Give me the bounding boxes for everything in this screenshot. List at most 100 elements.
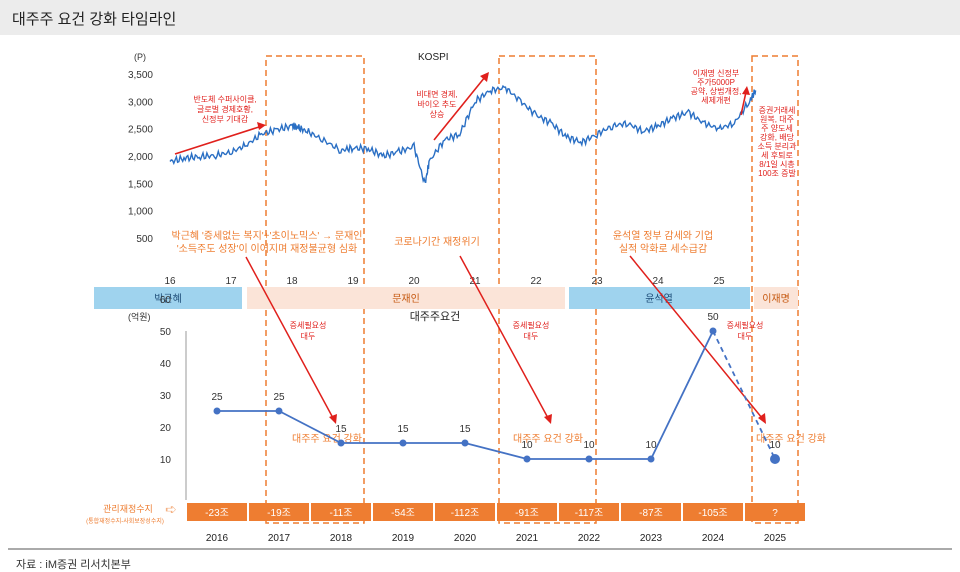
annotation-text: 증권거래세 bbox=[759, 105, 796, 115]
year-label: 2017 bbox=[268, 533, 291, 544]
trend-arrow-3 bbox=[740, 91, 747, 116]
annotation-text: 신정부 기대감 bbox=[202, 114, 249, 124]
kospi-line bbox=[169, 84, 757, 184]
fiscal-value: -105조 bbox=[698, 508, 727, 519]
kospi-x-tick: 16 bbox=[164, 276, 176, 287]
step-label: 증세필요성 bbox=[727, 320, 764, 330]
annotation-text: 비대면 경제, bbox=[416, 89, 457, 99]
fiscal-box bbox=[435, 503, 495, 521]
fiscal-value: -19조 bbox=[267, 508, 291, 519]
kospi-x-tick: 25 bbox=[713, 276, 725, 287]
year-label: 2019 bbox=[392, 533, 415, 544]
threshold-y-unit: (억원) bbox=[128, 311, 151, 322]
threshold-point bbox=[399, 439, 407, 447]
threshold-y-tick: 60 bbox=[160, 295, 172, 306]
threshold-point bbox=[709, 327, 717, 335]
period-box-2025 bbox=[751, 55, 799, 524]
kospi-y-tick: 500 bbox=[136, 234, 153, 245]
step-label: 증세필요성 bbox=[290, 320, 327, 330]
arrowhead bbox=[544, 414, 552, 424]
fiscal-box bbox=[373, 503, 433, 521]
admin-label: 문재인 bbox=[392, 293, 420, 305]
threshold-value-label: 10 bbox=[645, 440, 657, 451]
fiscal-value: -91조 bbox=[515, 508, 539, 519]
annotation-text: 주 양도세 bbox=[761, 124, 793, 133]
kospi-y-tick: 2,500 bbox=[128, 125, 153, 136]
fiscal-value: -87조 bbox=[639, 508, 663, 519]
annotation-text: 원복, 대주 bbox=[760, 115, 794, 124]
threshold-y-tick: 10 bbox=[160, 455, 172, 466]
arrowhead bbox=[758, 413, 766, 424]
threshold-value-label: 10 bbox=[583, 440, 595, 451]
kospi-x-tick: 20 bbox=[408, 276, 420, 287]
fiscal-sublabel: (통합재정수지-사회보장성수지) bbox=[86, 517, 164, 525]
annotation-text: 강화, 배당 bbox=[760, 132, 795, 142]
threshold-y-tick: 50 bbox=[160, 327, 172, 338]
threshold-point bbox=[647, 455, 655, 463]
kospi-x-tick: 21 bbox=[469, 276, 481, 287]
annotation-text: 바이오 추도 bbox=[417, 99, 456, 109]
fiscal-box bbox=[745, 503, 805, 521]
threshold-value-label: 25 bbox=[211, 392, 223, 403]
year-label: 2020 bbox=[454, 533, 477, 544]
threshold-y-tick: 20 bbox=[160, 423, 172, 434]
annotation-text: 공약, 상법개정, bbox=[691, 86, 742, 96]
fiscal-value: -112조 bbox=[451, 508, 479, 519]
step-label: 대두 bbox=[524, 332, 539, 341]
kospi-y-tick: 3,500 bbox=[128, 70, 153, 81]
threshold-chart-title: 대주주요건 bbox=[410, 310, 461, 323]
admin-bar-lee bbox=[754, 287, 798, 309]
kospi-y-tick: 1,500 bbox=[128, 179, 153, 190]
event-label: '소득주도 성장'이 이어지며 재정불균형 심화 bbox=[177, 243, 358, 255]
annotation-text: 세 후퇴로 bbox=[761, 151, 793, 160]
fiscal-value: ? bbox=[772, 508, 778, 519]
fiscal-box bbox=[187, 503, 247, 521]
event-arrow bbox=[459, 255, 549, 419]
threshold-value-label: 15 bbox=[459, 424, 471, 435]
threshold-y-tick: 30 bbox=[160, 391, 172, 402]
kospi-x-tick: 23 bbox=[591, 276, 603, 287]
annotation-text: 상승 bbox=[430, 109, 445, 119]
page-title: 대주주 요건 강화 타임라인 bbox=[12, 11, 177, 28]
fiscal-box bbox=[621, 503, 681, 521]
arrowhead bbox=[480, 72, 489, 82]
year-label: 2022 bbox=[578, 533, 601, 544]
threshold-value-label: 15 bbox=[397, 424, 409, 435]
fiscal-value: -54조 bbox=[391, 508, 415, 519]
annotation-text: 8/1일 시총 bbox=[759, 160, 794, 169]
event-label: 박근혜 '증세없는 복지'+'초이노믹스' → 문재인 bbox=[172, 229, 363, 242]
kospi-y-tick: 1,000 bbox=[128, 207, 153, 218]
kospi-x-tick: 19 bbox=[347, 276, 359, 287]
annotation-text: 글로벌 경제호황, bbox=[197, 104, 253, 114]
threshold-point bbox=[275, 407, 283, 415]
threshold-value-label: 10 bbox=[521, 440, 533, 451]
fiscal-box bbox=[311, 503, 371, 521]
kospi-y-tick: 2,000 bbox=[128, 152, 153, 163]
threshold-y-tick: 40 bbox=[160, 359, 172, 370]
fiscal-label: 관리재정수지 bbox=[103, 504, 153, 514]
threshold-value-label: 15 bbox=[335, 424, 347, 435]
threshold-point bbox=[770, 454, 780, 464]
arrowhead bbox=[257, 122, 266, 130]
event-arrow bbox=[629, 255, 763, 419]
kospi-x-tick: 18 bbox=[286, 276, 298, 287]
step-label: 증세필요성 bbox=[513, 320, 550, 330]
source-note: 자료 : iM증권 리서치본부 bbox=[16, 559, 131, 571]
annotation-text: 주가5000P bbox=[697, 78, 735, 87]
kospi-x-tick: 22 bbox=[530, 276, 542, 287]
admin-bar-park bbox=[94, 287, 242, 309]
fiscal-value: -11조 bbox=[330, 508, 353, 519]
fiscal-value: -117조 bbox=[575, 508, 603, 519]
kospi-x-tick: 24 bbox=[652, 276, 664, 287]
fiscal-box bbox=[497, 503, 557, 521]
step-label: 대두 bbox=[301, 332, 316, 341]
threshold-value-label: 10 bbox=[769, 440, 781, 451]
threshold-point bbox=[213, 407, 221, 415]
arrowhead bbox=[329, 414, 337, 424]
event-label: 코로나기간 재정위기 bbox=[394, 235, 480, 248]
annotation-text: 반도체 수퍼사이클, bbox=[193, 94, 256, 104]
threshold-point bbox=[461, 439, 469, 447]
strengthen-label: 대주주 요건 강화 bbox=[756, 433, 826, 445]
kospi-x-tick: 17 bbox=[225, 276, 237, 287]
event-label: 윤석열 정부 감세와 기업 bbox=[613, 229, 713, 242]
